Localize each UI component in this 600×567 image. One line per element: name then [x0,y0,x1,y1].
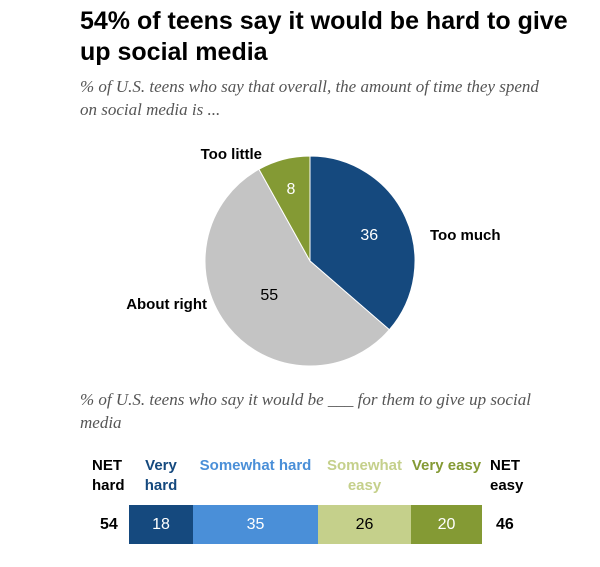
net-easy-value: 46 [496,516,514,533]
bar-segment-very-easy: 20 [411,505,482,544]
bar-category-label: Somewhat easy [326,457,402,494]
bar-segment-very-hard: 18 [129,505,193,544]
bar-category-label: Somewhat hard [199,457,312,474]
pie-subtitle: % of U.S. teens who say that overall, th… [80,77,539,119]
pie-chart: 36 Too much 55 About right 8 Too little [126,146,501,367]
pie-category-label: Too little [201,146,262,163]
bar-category-label: Very easy [411,457,482,474]
bar-category-label: Very hard [144,457,178,494]
net-easy-label: NET easy [490,457,524,494]
bar-segment-somewhat-hard: 35 [193,505,318,544]
pie-value-label: 8 [287,181,296,198]
pie-slice-too-little [258,155,311,263]
pie-slice-too-much [309,155,416,331]
pie-value-label: 55 [260,287,278,304]
bar-subtitle: % of U.S. teens who say it would be ___ … [80,390,531,432]
pie-category-label: About right [126,296,207,313]
pie-category-label: Too much [430,227,501,244]
pie-value-label: 36 [360,227,378,244]
net-hard-value: 54 [100,516,118,533]
chart-title: 54% of teens say it would be hard to giv… [80,7,568,66]
bar-segment-somewhat-easy: 26 [318,505,411,544]
pie-slice-about-right [204,168,391,367]
net-hard-label: NET hard [92,457,125,494]
